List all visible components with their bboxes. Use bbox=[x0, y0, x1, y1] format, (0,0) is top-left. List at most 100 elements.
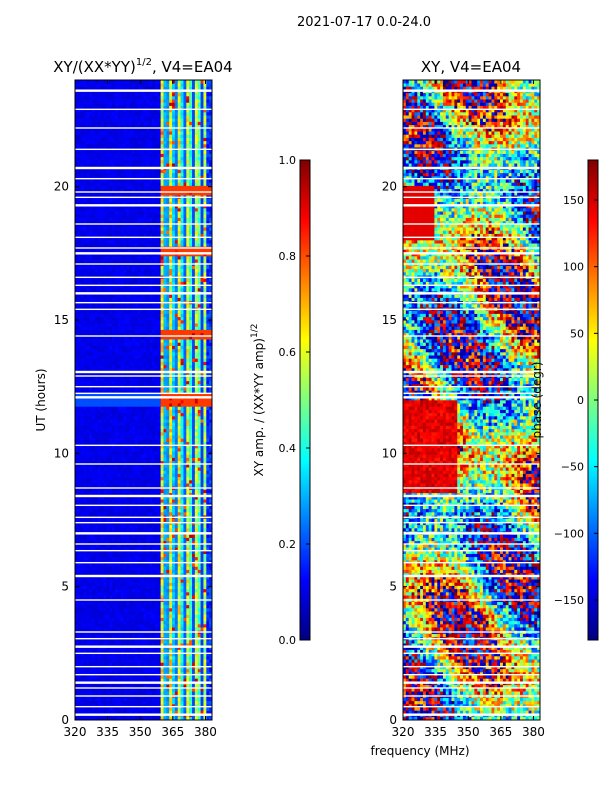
heatmap-cell bbox=[163, 624, 167, 628]
heatmap-cell bbox=[92, 579, 96, 583]
heatmap-cell bbox=[203, 691, 207, 695]
heatmap-cell bbox=[132, 617, 136, 622]
heatmap-cell bbox=[169, 560, 173, 564]
heatmap-cell bbox=[92, 470, 96, 474]
heatmap-cell bbox=[200, 492, 204, 497]
heatmap-cell bbox=[86, 425, 90, 430]
heatmap-cell bbox=[206, 627, 210, 631]
heatmap-cell bbox=[180, 585, 184, 590]
heatmap-cell bbox=[120, 505, 124, 510]
heatmap-cell bbox=[152, 524, 156, 529]
heatmap-cell bbox=[166, 396, 170, 401]
heatmap-cell bbox=[154, 396, 159, 401]
heatmap-cell bbox=[137, 400, 141, 404]
heatmap-cell bbox=[169, 441, 173, 446]
heatmap-cell bbox=[172, 604, 176, 609]
heatmap-cell bbox=[143, 620, 147, 625]
heatmap-cell bbox=[126, 691, 130, 695]
heatmap-cell bbox=[83, 540, 87, 545]
heatmap-cell bbox=[189, 668, 193, 673]
heatmap-cell bbox=[80, 390, 84, 394]
heatmap-cell bbox=[92, 563, 96, 567]
heatmap-cell bbox=[97, 435, 101, 439]
heatmap-cell bbox=[169, 700, 173, 705]
heatmap-cell bbox=[89, 505, 93, 510]
heatmap-cell bbox=[177, 704, 181, 708]
heatmap-cell bbox=[134, 492, 139, 497]
heatmap-cell bbox=[203, 473, 207, 478]
heatmap-cell bbox=[152, 492, 156, 497]
heatmap-cell bbox=[206, 668, 210, 673]
heatmap-cell bbox=[129, 480, 133, 484]
heatmap-cell bbox=[126, 441, 130, 446]
heatmap-cell bbox=[97, 406, 101, 410]
heatmap-cell bbox=[203, 476, 207, 481]
heatmap-cell bbox=[103, 470, 107, 474]
heatmap-cell bbox=[200, 579, 204, 583]
amplitude-panel-title: XY/(XX*YY)1/2, V4=EA04 bbox=[53, 57, 232, 76]
heatmap-cell bbox=[183, 617, 187, 622]
heatmap-cell bbox=[209, 656, 212, 660]
heatmap-cell bbox=[114, 633, 119, 638]
heatmap-cell bbox=[109, 550, 113, 554]
heatmap-cell bbox=[120, 710, 124, 714]
heatmap-cell bbox=[140, 652, 144, 657]
heatmap-cell bbox=[106, 508, 110, 513]
heatmap-cell bbox=[160, 464, 164, 468]
heatmap-cell bbox=[169, 697, 173, 702]
heatmap-cell bbox=[123, 444, 127, 449]
heatmap-cell bbox=[100, 448, 104, 452]
heatmap-cell bbox=[154, 518, 159, 522]
heatmap-cell bbox=[103, 502, 107, 506]
heatmap-cell bbox=[92, 505, 96, 510]
heatmap-cell bbox=[77, 400, 81, 404]
heatmap-cell bbox=[97, 416, 101, 420]
heatmap-cell bbox=[157, 576, 161, 580]
heatmap-cell bbox=[123, 547, 127, 551]
heatmap-cell bbox=[194, 435, 199, 439]
heatmap-cell bbox=[157, 480, 161, 484]
heatmap-cell bbox=[75, 608, 79, 612]
heatmap-cell bbox=[194, 595, 199, 599]
heatmap-cell bbox=[77, 579, 81, 583]
heatmap-cell bbox=[77, 592, 81, 596]
heatmap-cell bbox=[174, 659, 179, 663]
heatmap-cell bbox=[77, 668, 81, 673]
heatmap-cell bbox=[160, 524, 164, 529]
heatmap-cell bbox=[163, 582, 167, 586]
heatmap-cell bbox=[157, 640, 161, 644]
heatmap-cell bbox=[206, 716, 210, 720]
heatmap-cell bbox=[123, 419, 127, 423]
heatmap-cell bbox=[140, 387, 144, 391]
heatmap-cell bbox=[120, 652, 124, 657]
heatmap-cell bbox=[163, 656, 167, 660]
heatmap-cell bbox=[109, 409, 113, 414]
heatmap-cell bbox=[134, 409, 139, 414]
heatmap-cell bbox=[194, 704, 199, 708]
heatmap-cell bbox=[89, 460, 93, 465]
heatmap-cell bbox=[149, 588, 153, 593]
heatmap-cell bbox=[143, 473, 147, 478]
heatmap-cell bbox=[194, 393, 199, 398]
heatmap-cell bbox=[174, 393, 179, 398]
heatmap-cell bbox=[86, 585, 90, 590]
heatmap-cell bbox=[140, 480, 144, 484]
heatmap-cell bbox=[203, 400, 207, 404]
heatmap-cell bbox=[100, 672, 104, 676]
heatmap-cell bbox=[80, 550, 84, 554]
heatmap-cell bbox=[189, 620, 193, 625]
heatmap-cell bbox=[186, 492, 190, 497]
heatmap-cell bbox=[160, 684, 164, 689]
heatmap-cell bbox=[183, 697, 187, 702]
heatmap-cell bbox=[172, 595, 176, 599]
heatmap-cell bbox=[75, 502, 79, 506]
heatmap-cell bbox=[92, 499, 96, 503]
heatmap-cell bbox=[137, 508, 141, 513]
heatmap-cell bbox=[129, 483, 133, 487]
heatmap-cell bbox=[120, 688, 124, 692]
heatmap-cell bbox=[157, 633, 161, 638]
heatmap-cell bbox=[189, 659, 193, 663]
heatmap-cell bbox=[86, 502, 90, 506]
heatmap-cell bbox=[123, 387, 127, 391]
heatmap-cell bbox=[146, 572, 150, 577]
